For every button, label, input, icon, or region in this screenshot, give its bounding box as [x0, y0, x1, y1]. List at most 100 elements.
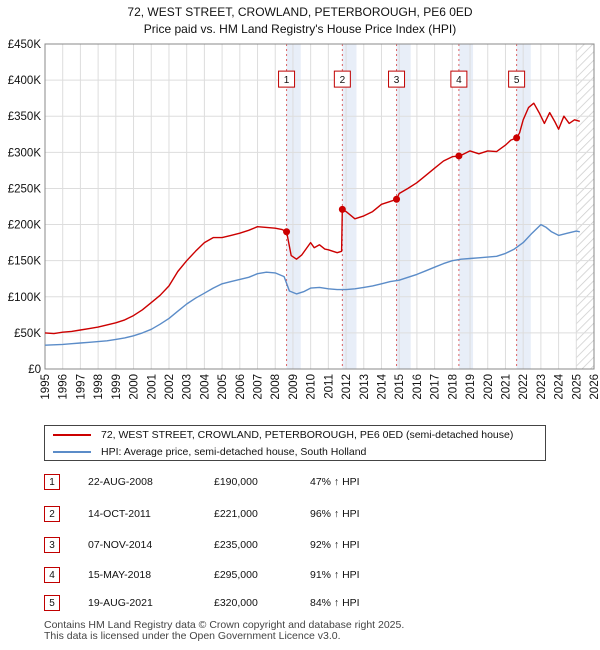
sale-number-box: 1 [278, 70, 296, 88]
sale-number-label: 4 [456, 75, 462, 86]
y-tick-label: £250K [8, 183, 42, 195]
transaction-number-badge: 5 [44, 595, 60, 611]
x-tick-label: 1996 [58, 374, 70, 400]
transaction-hpi-change: 96% ↑ HPI [310, 508, 360, 520]
x-tick-label: 2018 [447, 374, 459, 400]
sale-shade-group [286, 44, 531, 369]
x-tick-label: 1999 [111, 374, 123, 400]
transaction-hpi-change: 91% ↑ HPI [310, 569, 360, 581]
chart-subtitle: Price paid vs. HM Land Registry's House … [144, 22, 456, 36]
transaction-price: £320,000 [214, 597, 258, 609]
sale-number-box: 4 [450, 70, 468, 88]
x-tick-label: 2000 [129, 374, 141, 400]
sale-number-box-frame [278, 70, 296, 88]
sale-number-box-frame [450, 70, 468, 88]
x-tick-label: 2017 [430, 374, 442, 400]
legend-label-property: 72, WEST STREET, CROWLAND, PETERBOROUGH,… [101, 429, 514, 441]
sale-number-box: 2 [333, 70, 351, 88]
sale-number-box-frame [388, 70, 406, 88]
hpi-series-line [44, 223, 580, 346]
x-tick-label: 1998 [93, 374, 105, 400]
x-tick-label: 1995 [40, 374, 52, 400]
legend-label-hpi: HPI: Average price, semi-detached house,… [101, 446, 367, 458]
price-chart: 72, WEST STREET, CROWLAND, PETERBOROUGH,… [8, 5, 600, 400]
transaction-date: 22-AUG-2008 [88, 476, 153, 488]
x-tick-label: 2005 [217, 374, 229, 400]
x-tick-label: 2025 [571, 374, 583, 400]
x-tick-label: 2008 [270, 374, 282, 400]
plot-area: £0 £50K £100K £150K £200K £250K £300K £350K £400… [8, 39, 600, 400]
sale-number-box-frame [333, 70, 351, 88]
transaction-hpi-change: 47% ↑ HPI [310, 476, 360, 488]
y-tick-label: £300K [8, 147, 42, 159]
sale-point [513, 134, 521, 142]
y-tick-label: £0 [28, 364, 41, 376]
transaction-number-badge: 3 [44, 537, 60, 553]
x-tick-label: 2021 [500, 374, 512, 400]
transaction-date: 15-MAY-2018 [88, 569, 152, 581]
x-tick-label: 2007 [253, 374, 265, 400]
legend-swatch-property [53, 434, 91, 436]
x-tick-label: 2009 [288, 374, 300, 400]
transaction-date: 14-OCT-2011 [88, 508, 151, 520]
x-tick-label: 2002 [164, 374, 176, 400]
sale-shade-band [286, 44, 301, 369]
x-tick-label: 2004 [199, 373, 211, 399]
plot-frame [44, 43, 595, 370]
sale-number-box-frame [508, 70, 526, 88]
transaction-price: £190,000 [214, 476, 258, 488]
x-tick-label: 2001 [146, 374, 158, 400]
transaction-number-badge: 4 [44, 567, 60, 583]
sale-number-label: 2 [340, 75, 346, 86]
footer: Contains HM Land Registry data © Crown c… [44, 620, 404, 642]
x-tick-label: 1997 [75, 374, 87, 400]
sale-shade-band [516, 44, 531, 369]
transaction-hpi-change: 92% ↑ HPI [310, 539, 360, 551]
x-tick-label: 2016 [412, 374, 424, 400]
x-tick-label: 2022 [518, 374, 530, 400]
x-tick-label: 2015 [394, 374, 406, 400]
sale-shade-band [342, 44, 357, 369]
x-tick-label: 2012 [341, 374, 353, 400]
y-tick-label: £50K [14, 328, 41, 340]
transaction-number-badge: 2 [44, 506, 60, 522]
sale-number-label: 3 [394, 75, 400, 86]
x-tick-label: 2026 [589, 374, 600, 400]
transaction-date: 19-AUG-2021 [88, 597, 153, 609]
legend-item-property: 72, WEST STREET, CROWLAND, PETERBOROUGH,… [53, 427, 513, 443]
copyright-text: Contains HM Land Registry data © Crown c… [44, 619, 405, 631]
transaction-hpi-change: 84% ↑ HPI [310, 597, 360, 609]
x-tick-label: 2011 [323, 374, 335, 399]
x-tick-label: 2024 [554, 373, 566, 399]
x-tick-label: 2014 [377, 373, 389, 399]
licence-text: This data is licensed under the Open Gov… [44, 630, 341, 642]
transaction-price: £221,000 [214, 508, 258, 520]
sale-number-box: 5 [508, 70, 526, 88]
sale-point [283, 228, 291, 236]
y-tick-label: £100K [8, 292, 42, 304]
sale-number-box: 3 [388, 70, 406, 88]
hatch-region [576, 44, 594, 369]
y-tick-label: £400K [8, 75, 42, 87]
legend-item-hpi: HPI: Average price, semi-detached house,… [53, 444, 366, 460]
y-tick-label: £200K [8, 220, 42, 232]
x-tick-label: 2020 [483, 374, 495, 400]
x-tick-label: 2010 [306, 374, 318, 400]
sale-point [393, 195, 401, 203]
transaction-price: £295,000 [214, 569, 258, 581]
transaction-price: £235,000 [214, 539, 258, 551]
transaction-date: 07-NOV-2014 [88, 539, 153, 551]
y-tick-label: £150K [8, 256, 42, 268]
transaction-number-badge: 1 [44, 474, 60, 490]
legend-swatch-hpi [53, 451, 91, 453]
x-tick-label: 2023 [536, 374, 548, 400]
x-tick-label: 2013 [359, 374, 371, 400]
sale-number-label: 5 [514, 75, 520, 86]
x-tick-label: 2003 [182, 374, 194, 400]
y-tick-label: £450K [8, 39, 42, 51]
chart-title: 72, WEST STREET, CROWLAND, PETERBOROUGH,… [127, 5, 473, 19]
sale-shade-band [396, 44, 411, 369]
sale-point [455, 152, 463, 160]
sale-number-label: 1 [284, 75, 290, 86]
x-tick-label: 2006 [235, 374, 247, 400]
